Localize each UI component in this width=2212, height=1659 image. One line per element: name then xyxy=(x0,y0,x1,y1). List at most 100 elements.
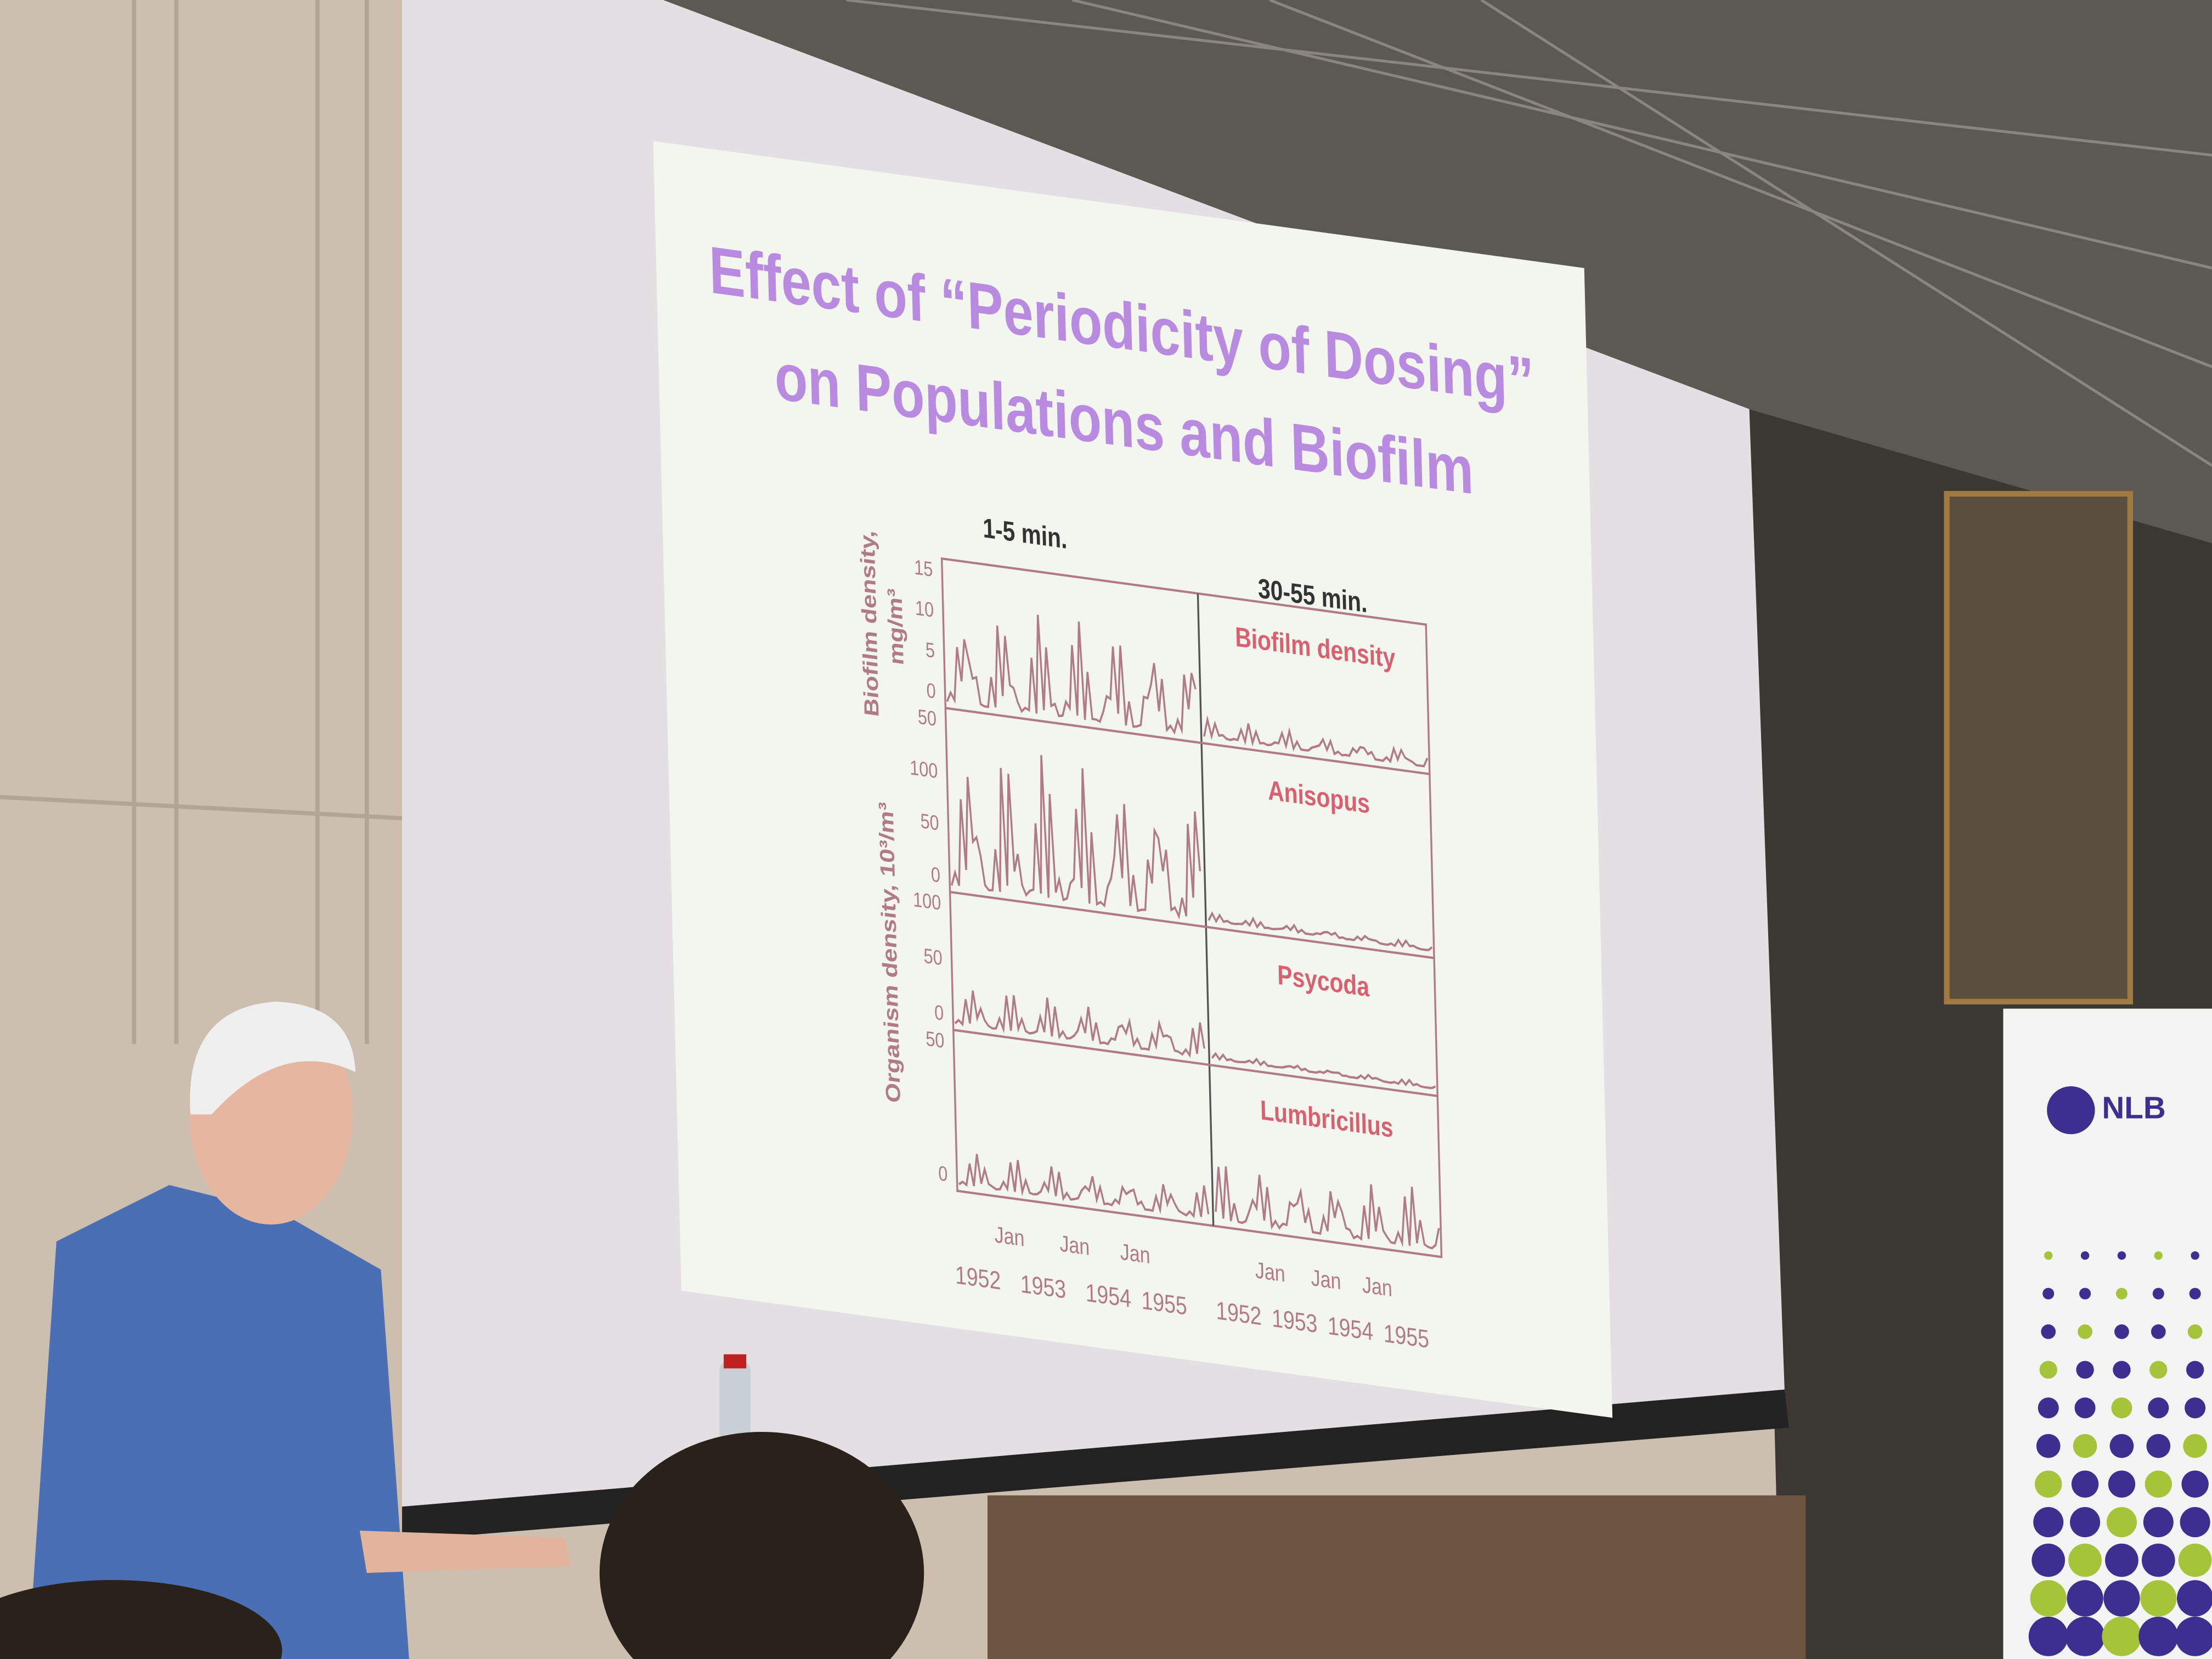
chart-frame xyxy=(940,557,1443,1259)
banner-dot xyxy=(2113,1361,2131,1379)
panel-divider xyxy=(953,1029,1438,1097)
x-month-label: Jan xyxy=(994,1222,1025,1252)
ceiling-slats xyxy=(846,0,2212,467)
banner-dot xyxy=(2076,1361,2094,1379)
banner-dot xyxy=(2106,1507,2137,1538)
banner-dot xyxy=(2102,1616,2142,1656)
trace xyxy=(1203,715,1429,768)
banner-dot xyxy=(2180,1507,2210,1538)
x-year-label: 1955 xyxy=(1383,1319,1429,1353)
banner-dot xyxy=(2068,1543,2102,1577)
trace xyxy=(946,614,1197,735)
banner-dot xyxy=(2028,1616,2068,1656)
slide: Effect of “Periodicity of Dosing” on Pop… xyxy=(653,141,1613,1418)
banner-dot xyxy=(2152,1288,2164,1300)
audience-head xyxy=(0,1580,283,1659)
banner-dot xyxy=(2033,1507,2064,1538)
panel-divider xyxy=(950,890,1435,960)
banner-dot xyxy=(2103,1580,2140,1617)
trace xyxy=(1207,911,1433,952)
x-year-label: 1952 xyxy=(1216,1296,1262,1330)
banner-dot xyxy=(2042,1288,2055,1300)
banner-dot xyxy=(2189,1288,2201,1300)
y-tick-label: 100 xyxy=(910,757,938,783)
banner-dot xyxy=(2178,1543,2212,1577)
banner-dot xyxy=(2030,1580,2067,1617)
banner-dot xyxy=(2071,1470,2099,1498)
banner-dot xyxy=(2138,1616,2179,1656)
person-hair xyxy=(190,1001,356,1115)
trace xyxy=(958,1154,1210,1218)
y-tick-label: 5 xyxy=(925,639,935,663)
slide-background xyxy=(653,141,1613,1418)
x-month-label: Jan xyxy=(1059,1231,1090,1261)
banner-dot xyxy=(2146,1434,2171,1458)
stacked-chairs xyxy=(988,1495,1806,1659)
x-month-label: Jan xyxy=(1255,1257,1285,1288)
x-year-label: 1953 xyxy=(1020,1269,1066,1304)
trace xyxy=(1215,1166,1440,1250)
banner-dot xyxy=(2080,1251,2090,1260)
column-divider xyxy=(1197,593,1215,1226)
x-month-label: Jan xyxy=(1120,1239,1150,1269)
x-year-label: 1954 xyxy=(1327,1311,1373,1346)
banner-dot xyxy=(2115,1288,2128,1300)
trace xyxy=(954,990,1205,1058)
trace xyxy=(1211,1052,1436,1090)
banner-dot xyxy=(2041,1324,2056,1339)
banner-dot xyxy=(2187,1324,2203,1339)
banner-dot xyxy=(2154,1251,2163,1260)
banner-dot xyxy=(2065,1616,2105,1656)
banner-logo xyxy=(2047,1086,2095,1135)
y-tick-label: 50 xyxy=(917,706,936,731)
banner-dot xyxy=(2108,1470,2136,1498)
banner-dot xyxy=(2111,1397,2132,1419)
banner-dot xyxy=(2114,1324,2129,1339)
banner-dot xyxy=(2067,1580,2103,1617)
trace xyxy=(951,755,1201,920)
bottle-cap xyxy=(724,1354,747,1369)
y-tick-label: 0 xyxy=(934,1001,944,1025)
y-tick-label: 10 xyxy=(915,597,934,622)
banner-dot xyxy=(2079,1288,2091,1300)
banner-dot xyxy=(2143,1507,2174,1538)
banner-dot xyxy=(2149,1361,2168,1379)
banner-dot xyxy=(2078,1324,2092,1339)
y-tick-label: 100 xyxy=(913,888,941,915)
banner-dot xyxy=(2148,1397,2169,1419)
y-tick-label: 50 xyxy=(920,810,939,835)
banner-dot xyxy=(2038,1397,2059,1419)
banner-dot xyxy=(2074,1397,2096,1419)
banner-dot xyxy=(2151,1324,2166,1339)
x-month-label: Jan xyxy=(1362,1272,1392,1302)
x-year-label: 1954 xyxy=(1085,1278,1131,1313)
person-arm xyxy=(359,1531,572,1573)
banner-dot xyxy=(2117,1251,2126,1260)
banner-dots xyxy=(2028,1251,2212,1656)
y-tick-label: 50 xyxy=(926,1028,945,1053)
audience-head xyxy=(599,1432,924,1659)
banner-dot xyxy=(2109,1434,2134,1458)
banner-dot xyxy=(2039,1361,2057,1379)
banner-text: NLB xyxy=(2102,1091,2165,1125)
banner-dot xyxy=(2044,1251,2053,1260)
y-tick-label: 0 xyxy=(938,1162,948,1186)
banner-dot xyxy=(2035,1470,2062,1498)
bottle xyxy=(719,1361,751,1449)
y-axis-label: Biofilm density, xyxy=(856,528,883,718)
banner-dot xyxy=(2032,1543,2066,1577)
panel-divider xyxy=(945,707,1430,776)
banner-dot xyxy=(2185,1397,2206,1419)
banner-dot xyxy=(2036,1434,2061,1458)
banner-dot xyxy=(2105,1543,2138,1577)
x-year-label: 1952 xyxy=(955,1261,1001,1295)
banner-dot xyxy=(2145,1470,2172,1498)
banner-dot xyxy=(2141,1543,2175,1577)
banner-dot xyxy=(2140,1580,2177,1617)
y-tick-label: 0 xyxy=(926,679,936,703)
banner-dot xyxy=(2181,1470,2209,1498)
banner-dot xyxy=(2186,1361,2204,1379)
y-tick-label: 15 xyxy=(914,556,933,581)
banner-dot xyxy=(2191,1251,2199,1260)
